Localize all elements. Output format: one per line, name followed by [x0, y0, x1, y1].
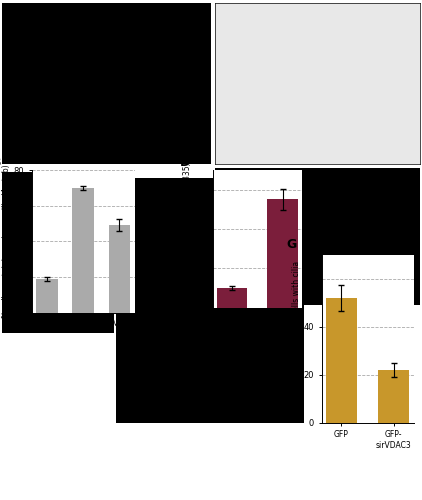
- Bar: [73, 188, 94, 312]
- Text: G: G: [287, 238, 297, 251]
- Bar: [378, 370, 409, 422]
- Text: D: D: [179, 156, 189, 169]
- Bar: [268, 200, 298, 308]
- Y-axis label: % cells containing primary cilia (Ac-tub): % cells containing primary cilia (Ac-tub…: [2, 164, 11, 318]
- Bar: [326, 298, 357, 422]
- Y-axis label: % cells containing primary cilia (GT335): % cells containing primary cilia (GT335): [183, 162, 192, 316]
- Bar: [217, 288, 247, 308]
- Text: B: B: [0, 156, 2, 169]
- Y-axis label: % GFP-positive siVDAC3-1 cells with cilia: % GFP-positive siVDAC3-1 cells with cili…: [292, 260, 300, 417]
- Bar: [108, 225, 130, 312]
- Bar: [36, 278, 58, 312]
